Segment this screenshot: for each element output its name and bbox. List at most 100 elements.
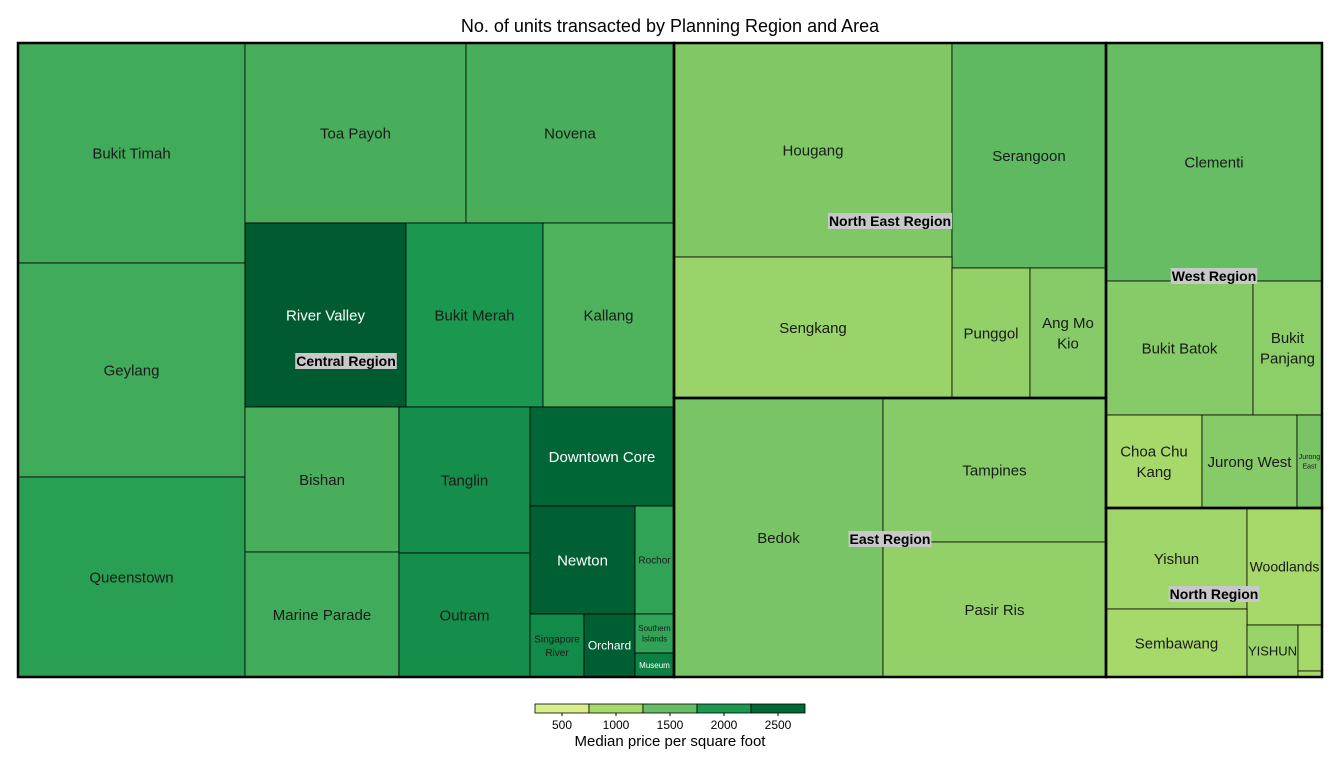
cell-label: Bukit Batok xyxy=(1142,340,1218,357)
cell-label: Newton xyxy=(557,552,608,569)
cell-label: Jurong East xyxy=(1299,454,1321,470)
cell-label: Woodlands xyxy=(1250,558,1320,574)
cell-rect xyxy=(583,613,636,678)
cell-label: Outram xyxy=(439,607,489,624)
treemap-cell-museum: Museum xyxy=(634,652,675,678)
cell-rect xyxy=(634,652,675,678)
legend-swatch xyxy=(588,703,644,714)
cell-label: Punggol xyxy=(963,325,1018,342)
cell-rect xyxy=(398,552,531,678)
region-label-east-region: East Region xyxy=(848,531,932,547)
region-label-background xyxy=(1168,586,1260,602)
cell-label: Bukit Timah xyxy=(92,145,170,162)
cell-label: Tampines xyxy=(962,462,1026,479)
treemap-cell-bukit-timah: Bukit Timah xyxy=(17,42,246,264)
treemap-cell-tanglin: Tanglin xyxy=(398,406,531,554)
cell-label: Sembawang xyxy=(1135,635,1218,652)
treemap-cell-woodlands: Woodlands xyxy=(1246,507,1323,626)
cell-rect xyxy=(634,505,675,615)
legend-title: Median price per square foot xyxy=(574,733,766,750)
legend-tick-label: 2000 xyxy=(711,718,738,732)
region-label-text: North East Region xyxy=(829,213,951,229)
cell-rect xyxy=(882,397,1107,543)
cell-label: Ang Mo Kio xyxy=(1042,315,1094,352)
region-label-background xyxy=(827,213,953,229)
treemap-cell-clementi: Clementi xyxy=(1105,42,1323,282)
cell-rect xyxy=(529,505,636,615)
region-label-text: Central Region xyxy=(296,353,396,369)
legend-swatch xyxy=(696,703,752,714)
treemap-cell-pasir-ris: Pasir Ris xyxy=(882,541,1107,678)
treemap-cell-geylang: Geylang xyxy=(17,262,246,478)
chart-title: No. of units transacted by Planning Regi… xyxy=(460,16,880,36)
cell-rect xyxy=(244,406,400,553)
treemap-cell-kallang: Kallang xyxy=(542,222,675,408)
treemap-cell-downtown-core: Downtown Core xyxy=(529,406,675,507)
cell-rect xyxy=(244,222,407,408)
region-label-background xyxy=(1170,268,1258,284)
cell-label: Yishun xyxy=(1154,551,1199,568)
cell-label: Serangoon xyxy=(992,148,1065,165)
cell-rect xyxy=(542,222,675,408)
cell-label: Singapore River xyxy=(534,634,580,659)
region-label-background xyxy=(295,353,397,369)
cell-rect xyxy=(398,406,531,554)
cell-label: Hougang xyxy=(783,142,844,159)
treemap-cell-newton: Newton xyxy=(529,505,636,615)
treemap-cell-southern-islands: Southern Islands xyxy=(634,613,675,654)
region-label-west-region: West Region xyxy=(1170,268,1258,284)
cell-label: Geylang xyxy=(104,362,160,379)
cell-label: Sengkang xyxy=(779,320,847,337)
region-borders xyxy=(16,41,1324,679)
treemap-cell-choa-chu-kang: Choa Chu Kang xyxy=(1105,414,1203,509)
cell-label: Queenstown xyxy=(89,569,173,586)
cell-rect xyxy=(634,613,675,654)
region-labels: Central Region North East Region East Regi… xyxy=(295,213,1260,602)
treemap-cell-ang-mo-kio: Ang Mo Kio xyxy=(1029,267,1107,399)
cell-label: Museum xyxy=(639,661,670,670)
cell-rect xyxy=(1297,624,1323,672)
cell-rect xyxy=(1105,280,1254,416)
treemap-cell-yishun: YISHUN xyxy=(1246,624,1299,678)
treemap-cell-bishan: Bishan xyxy=(244,406,400,553)
cell-rect xyxy=(673,397,884,678)
region-label-text: East Region xyxy=(850,531,931,547)
cell-label: YISHUN xyxy=(1248,644,1297,659)
treemap-cell-singapore-river: Singapore River xyxy=(529,613,585,678)
legend-swatch xyxy=(534,703,590,714)
cell-rect xyxy=(17,262,246,478)
region-label-text: West Region xyxy=(1172,268,1257,284)
treemap-cell-outram: Outram xyxy=(398,552,531,678)
cell-label: Southern Islands xyxy=(638,624,670,644)
cell-label: Pasir Ris xyxy=(964,602,1024,619)
legend-tick-label: 1000 xyxy=(603,718,630,732)
cell-rect xyxy=(882,541,1107,678)
treemap-cell-sembawang: Sembawang xyxy=(1105,608,1248,678)
legend-tick-label: 2500 xyxy=(765,718,792,732)
treemap-cells: Bukit Timah Geylang Queenstown Toa Payoh Nov… xyxy=(17,42,1323,678)
cell-rect xyxy=(1296,414,1323,509)
region-border-north-region xyxy=(1104,506,1324,679)
cell-label: River Valley xyxy=(286,307,365,324)
cell-rect xyxy=(673,256,953,399)
cell-label: Tanglin xyxy=(441,472,489,489)
cell-label: Kallang xyxy=(583,307,633,324)
cell-rect xyxy=(951,42,1107,269)
cell-rect xyxy=(1246,624,1299,678)
region-label-central-region: Central Region xyxy=(295,353,397,369)
treemap-cell-serangoon: Serangoon xyxy=(951,42,1107,269)
treemap-cell-bukit-batok: Bukit Batok xyxy=(1105,280,1254,416)
treemap-cell-novena: Novena xyxy=(465,42,675,224)
treemap-cell-jurong-east: Jurong East xyxy=(1296,414,1323,509)
treemap-cell-bedok: Bedok xyxy=(673,397,884,678)
region-label-north-east-region: North East Region xyxy=(827,213,953,229)
cell-rect xyxy=(1105,414,1203,509)
region-label-north-region: North Region xyxy=(1168,586,1260,602)
cell-label: Orchard xyxy=(588,639,631,653)
cell-rect xyxy=(529,613,585,678)
cell-label: Jurong West xyxy=(1208,454,1293,471)
treemap-cell-jurong-west: Jurong West xyxy=(1201,414,1298,509)
region-label-background xyxy=(848,531,932,547)
cell-label: Clementi xyxy=(1184,154,1243,171)
